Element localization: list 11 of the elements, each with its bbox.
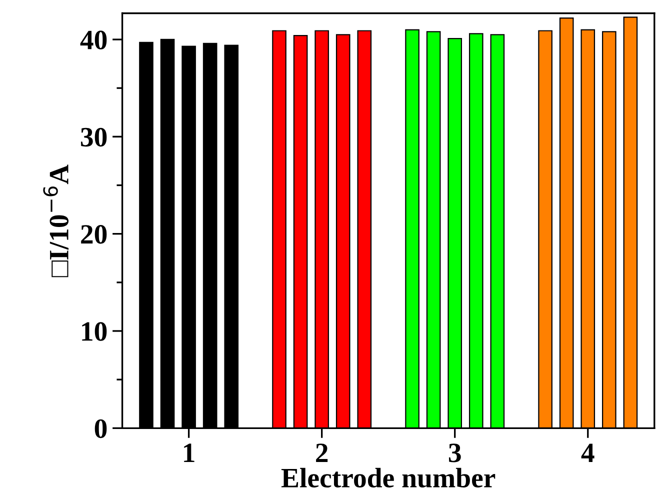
- x-tick-label: 4: [581, 444, 594, 462]
- x-axis-title: Electrode number: [281, 468, 496, 488]
- y-tick-label: 0: [94, 419, 107, 438]
- y-tick-label: 40: [80, 30, 107, 50]
- y-tick-label: 30: [80, 128, 107, 147]
- y-tick-label: 20: [81, 224, 107, 244]
- y-axis-title: □I/10$^{−6}$A: [43, 164, 69, 278]
- x-tick-label: 1: [184, 444, 194, 462]
- x-tick-label: 2: [316, 444, 328, 462]
- x-tick-label: 3: [448, 444, 461, 462]
- y-tick-label: 10: [82, 322, 107, 341]
